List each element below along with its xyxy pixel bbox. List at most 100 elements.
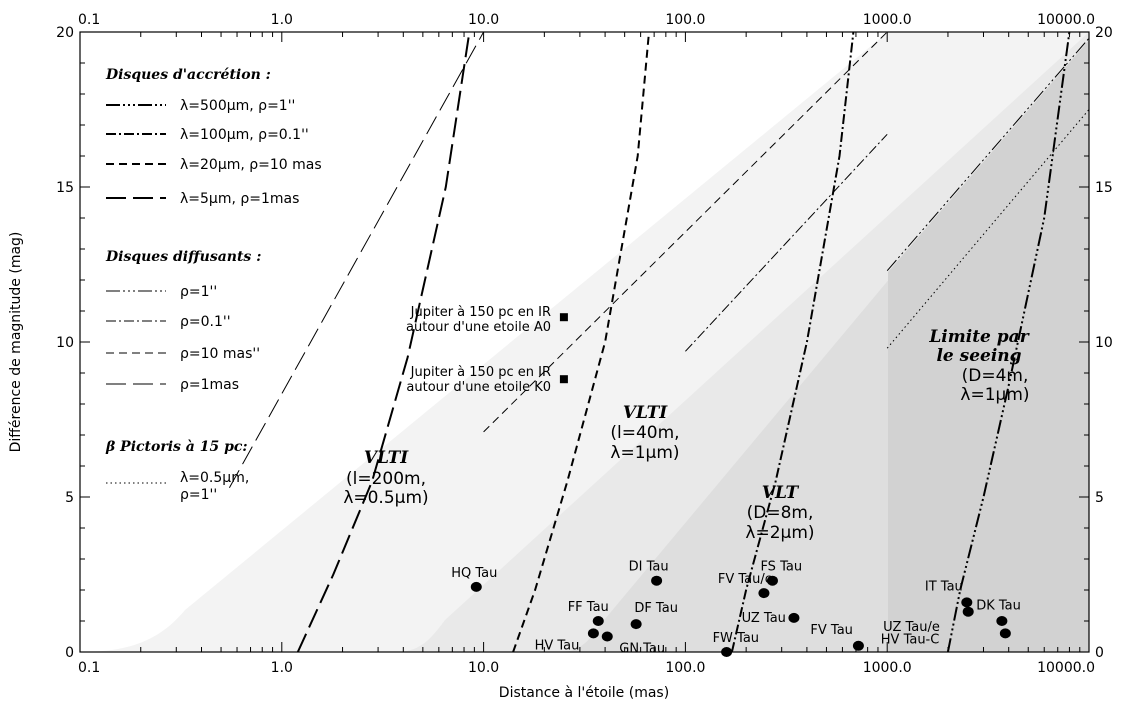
accretion-line-0 [946,32,1071,652]
legend-label-dif-0: ρ=1'' [180,284,217,300]
y-tick-label-left-2: 10 [56,335,74,351]
star-label-7: FS Tau [760,560,802,575]
y-tick-label-right-0: 0 [1095,645,1104,661]
star-label-13: UZ Tau/e [883,620,940,635]
star-label-2: FF Tau [568,600,609,615]
region-labels: VLTI (l=200m, λ=0.5μm) VLTI (l=40m, λ=1μ… [343,327,1029,543]
star-label-3: DF Tau [634,601,678,616]
star-point-8 [788,612,800,623]
x-tick-label-top-4: 1000.0 [863,12,912,28]
star-label-0: HQ Tau [451,566,497,581]
star-point-14 [999,628,1011,639]
star-label-8: UZ Tau [742,611,786,626]
marker-label-k0-l1: Jupiter à 150 pc en IR [410,365,551,380]
star-point-1 [651,575,663,586]
x-tick-label-bottom-1: 1.0 [271,660,293,676]
region-label-seeing-l2: (D=4m, [962,366,1029,386]
region-label-vlt-title: VLT [762,483,800,503]
regions-layer [80,32,1089,652]
star-label-14: HV Tau-C [881,632,940,647]
legend: Disques d'accrétion : λ=500μm, ρ=1'' λ=1… [105,67,322,503]
legend-label-dif-3: ρ=1mas [180,377,239,393]
star-point-3 [630,619,642,630]
lines-layer [228,32,1089,652]
region-label-vlti-40-l2: λ=1μm) [610,443,679,463]
star-point-9 [721,647,733,657]
star-point-10 [852,640,864,651]
x-tick-label-top-1: 1.0 [271,12,293,28]
x-tick-label-bottom-5: 10000.0 [1037,660,1095,676]
region-label-seeing-l1: le seeing [936,346,1021,366]
star-point-4 [587,628,599,639]
diffusant-line-1 [685,133,888,352]
star-label-12: DK Tau [976,599,1021,614]
star-label-4: HV Tau [535,638,580,653]
region-label-vlti-200-l1: (l=200m, [346,469,426,489]
accretion-line-2 [512,32,650,652]
region-seeing [888,40,1089,652]
x-tick-label-bottom-4: 1000.0 [863,660,912,676]
star-label-9: FW Tau [713,631,759,646]
star-label-1: DI Tau [629,560,669,575]
y-tick-label-left-4: 20 [56,25,74,41]
star-point-7 [766,575,778,586]
ticks-layer: 0.10.11.01.010.010.0100.0100.01000.01000… [56,12,1113,676]
region-label-seeing-l3: λ=1μm) [960,385,1029,405]
x-axis-label: Distance à l'étoile (mas) [499,685,669,701]
legend-label-acc-0: λ=500μm, ρ=1'' [180,98,295,114]
diffusant-line-2 [483,32,888,433]
x-tick-label-top-0: 0.1 [78,12,100,28]
legend-label-acc-2: λ=20μm, ρ=10 mas [180,157,322,173]
accretion-line-3 [296,32,471,652]
legend-label-acc-1: λ=100μm, ρ=0.1'' [180,127,309,143]
legend-pictoris-title: β Pictoris à 15 pc: [105,439,248,455]
y-tick-label-left-3: 15 [56,180,74,196]
y-tick-label-right-1: 5 [1095,490,1104,506]
y-tick-label-left-0: 0 [65,645,74,661]
star-point-13 [996,616,1008,626]
region-label-vlti-40-title: VLTI [623,403,668,423]
x-tick-label-bottom-2: 10.0 [468,660,499,676]
region-label-vlti-200-title: VLTI [364,448,409,468]
legend-label-pic-0b: ρ=1'' [180,487,217,503]
legend-label-acc-3: λ=5μm, ρ=1mas [180,191,299,207]
y-tick-label-right-2: 10 [1095,335,1113,351]
x-tick-label-bottom-3: 100.0 [665,660,705,676]
star-point-5 [601,631,613,642]
y-tick-label-right-3: 15 [1095,180,1113,196]
region-label-vlti-200-l2: λ=0.5μm) [343,488,428,508]
region-label-vlt-l2: λ=2μm) [745,523,814,543]
legend-accretion-title: Disques d'accrétion : [105,67,271,83]
star-point-2 [592,616,604,626]
jupiter-marker-0 [559,313,568,322]
y-tick-label-right-4: 20 [1095,25,1113,41]
star-point-12 [962,606,974,617]
region-label-vlt-l1: (D=8m, [747,503,814,523]
legend-label-dif-2: ρ=10 mas'' [180,346,260,362]
star-point-0 [470,581,482,592]
legend-diffusants-title: Disques diffusants : [105,249,261,265]
points-layer: HQ Tau DI Tau FF Tau DF Tau HV Tau GN Tau FV T… [451,313,1021,657]
jupiter-labels: Jupiter à 150 pc en IR autour d'une etoi… [406,305,551,395]
marker-label-a0-l1: Jupiter à 150 pc en IR [410,305,551,320]
star-label-11: IT Tau [925,579,963,594]
x-tick-label-top-2: 10.0 [468,12,499,28]
marker-label-k0-l2: autour d'une etoile K0 [406,380,551,395]
x-tick-label-top-5: 10000.0 [1037,12,1095,28]
marker-label-a0-l2: autour d'une etoile A0 [406,320,551,335]
diffusant-line-0 [886,37,1089,272]
star-point-11 [961,597,973,608]
legend-label-pic-0: λ=0.5μm, [180,470,249,486]
accretion-line-1 [730,32,855,652]
region-label-seeing-title: Limite par [928,327,1029,347]
x-tick-label-top-3: 100.0 [665,12,705,28]
star-point-6 [758,588,770,599]
legend-label-dif-1: ρ=0.1'' [180,314,231,330]
star-label-6: FV Tau/c [718,572,772,587]
star-label-5: GN Tau [619,642,665,657]
y-axis-label: Différence de magnitude (mag) [8,232,24,453]
y-tick-label-left-1: 5 [65,490,74,506]
star-label-10: FV Tau [810,623,853,638]
jupiter-marker-1 [559,375,568,384]
